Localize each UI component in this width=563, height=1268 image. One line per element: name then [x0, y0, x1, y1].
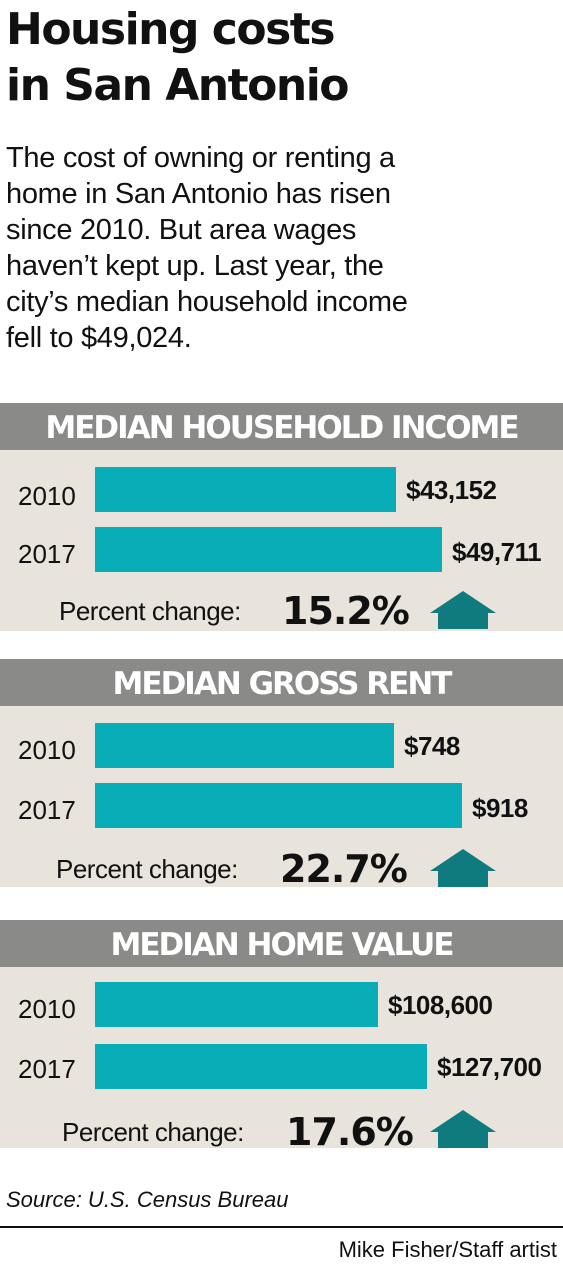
value-label: $49,711 — [452, 537, 542, 567]
percent-change-row: Percent change: 15.2% — [0, 589, 563, 633]
value-label: $918 — [472, 793, 528, 823]
year-label: 2010 — [18, 481, 76, 511]
percent-change-label: Percent change: — [62, 1117, 244, 1147]
value-label: $127,700 — [437, 1052, 542, 1082]
up-arrow-icon — [430, 591, 496, 629]
panel-title: MEDIAN HOUSEHOLD INCOME — [0, 403, 563, 450]
up-arrow-icon — [430, 849, 496, 887]
year-label: 2010 — [18, 994, 76, 1024]
bar-2017 — [95, 527, 442, 572]
intro-line: haven’t kept up. Last year, the — [6, 250, 384, 282]
credit-line: Mike Fisher/Staff artist — [338, 1237, 557, 1262]
intro-text: The cost of owning or renting a home in … — [6, 140, 558, 356]
percent-change-label: Percent change: — [56, 854, 238, 884]
divider — [0, 1226, 563, 1228]
intro-line: The cost of owning or renting a — [6, 142, 395, 174]
percent-change-value: 17.6% — [286, 1110, 414, 1154]
year-label: 2010 — [18, 735, 76, 765]
panel-home-value: MEDIAN HOME VALUE 2010 $108,600 2017 $12… — [0, 920, 563, 1154]
chart-title: Housing costs in San Antonio — [6, 2, 558, 114]
bar-2010 — [95, 982, 378, 1027]
value-label: $108,600 — [388, 990, 493, 1020]
percent-change-label: Percent change: — [59, 596, 241, 626]
panel-gross-rent: MEDIAN GROSS RENT 2010 $748 2017 $918 Pe… — [0, 659, 563, 891]
panel-title: MEDIAN GROSS RENT — [0, 659, 563, 706]
percent-change-row: Percent change: 17.6% — [0, 1110, 563, 1154]
title-line-1: Housing costs — [6, 4, 336, 55]
year-label: 2017 — [18, 1054, 76, 1084]
panel-household-income: MEDIAN HOUSEHOLD INCOME 2010 $43,152 201… — [0, 403, 563, 633]
intro-line: since 2010. But area wages — [6, 214, 357, 246]
year-label: 2017 — [18, 795, 76, 825]
panel-title: MEDIAN HOME VALUE — [0, 920, 563, 967]
percent-change-value: 22.7% — [280, 847, 408, 891]
source-note: Source: U.S. Census Bureau — [6, 1187, 289, 1212]
value-label: $748 — [404, 731, 460, 761]
bar-2017 — [95, 1044, 427, 1089]
percent-change-row: Percent change: 22.7% — [0, 847, 563, 891]
year-label: 2017 — [18, 539, 76, 569]
bar-2010 — [95, 467, 396, 512]
percent-change-value: 15.2% — [282, 589, 410, 633]
bar-2017 — [95, 783, 462, 828]
up-arrow-icon — [430, 1110, 496, 1148]
title-line-2: in San Antonio — [6, 60, 350, 111]
intro-line: city’s median household income — [6, 286, 408, 318]
intro-line: fell to $49,024. — [6, 322, 192, 354]
bar-2010 — [95, 723, 394, 768]
value-label: $43,152 — [406, 475, 497, 505]
intro-line: home in San Antonio has risen — [6, 178, 391, 210]
